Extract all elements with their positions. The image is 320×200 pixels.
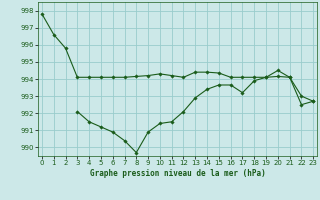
X-axis label: Graphe pression niveau de la mer (hPa): Graphe pression niveau de la mer (hPa) (90, 169, 266, 178)
